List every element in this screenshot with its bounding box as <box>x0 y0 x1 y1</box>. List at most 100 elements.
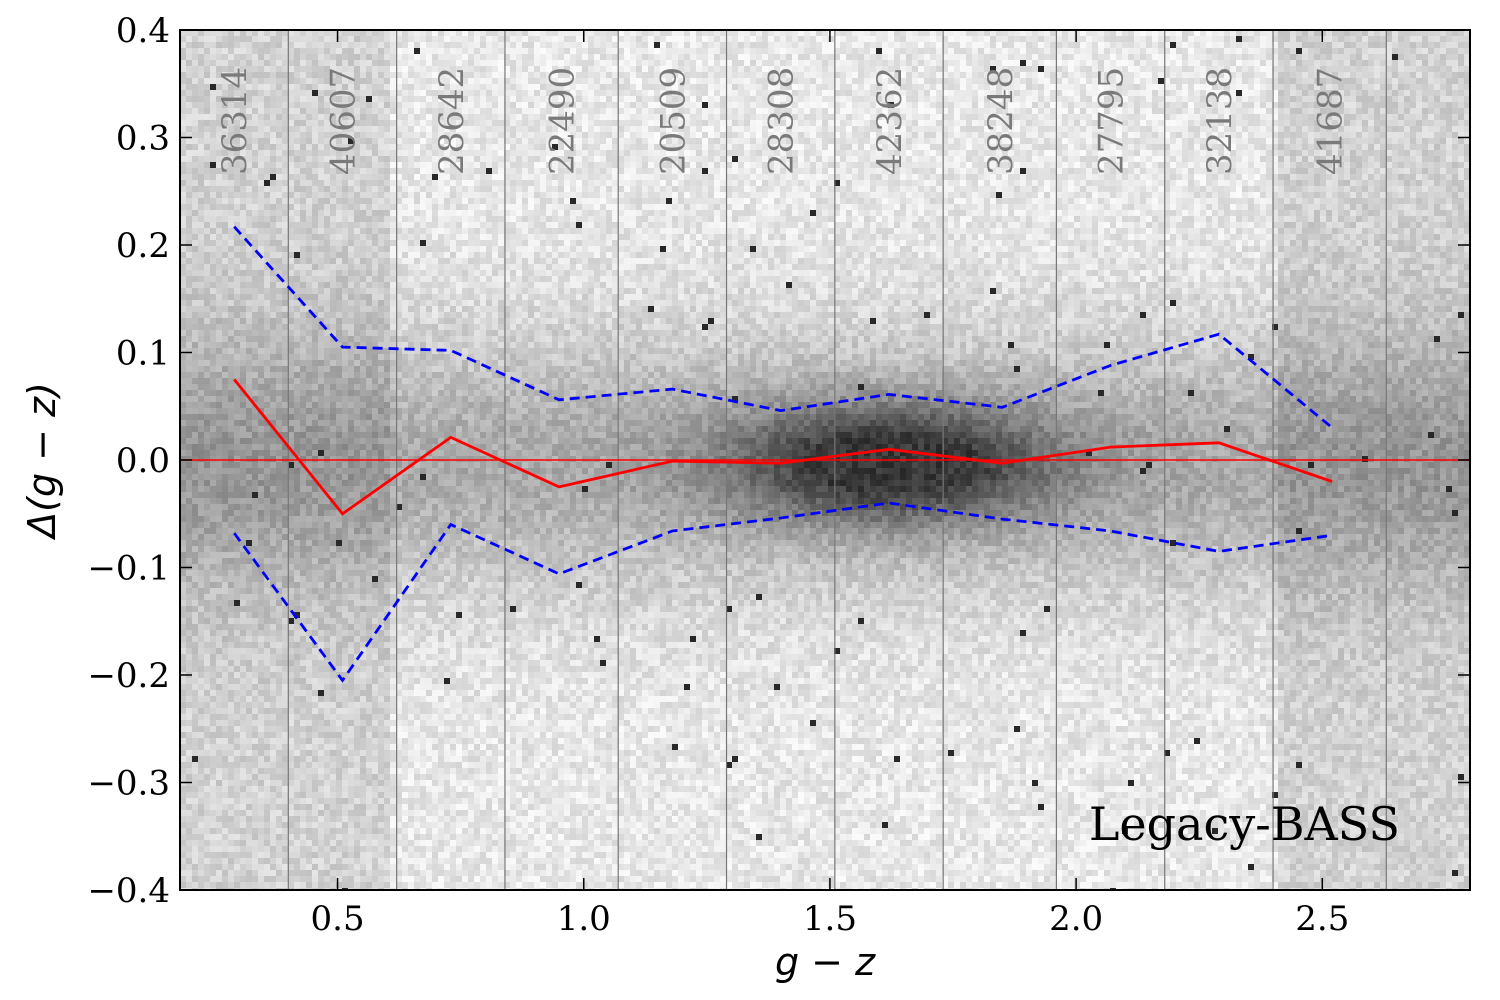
density-cell <box>462 54 468 60</box>
density-cell <box>1236 54 1242 60</box>
density-cell <box>294 120 300 126</box>
density-cell <box>198 138 204 144</box>
density-cell <box>1434 150 1440 156</box>
density-cell <box>276 138 282 144</box>
density-cell <box>1050 144 1056 150</box>
density-cell <box>918 78 924 84</box>
density-cell <box>1188 102 1194 108</box>
density-cell <box>1422 138 1428 144</box>
density-cell <box>714 72 720 78</box>
density-cell <box>264 138 270 144</box>
density-cell <box>300 42 306 48</box>
density-cell <box>1356 102 1362 108</box>
density-cell <box>552 36 558 42</box>
density-cell <box>684 42 690 48</box>
density-cell <box>1368 36 1374 42</box>
density-cell <box>480 60 486 66</box>
density-cell <box>270 120 276 126</box>
density-cell <box>1158 66 1164 72</box>
density-cell <box>642 102 648 108</box>
density-cell <box>1368 84 1374 90</box>
density-cell <box>744 102 750 108</box>
density-cell <box>1152 66 1158 72</box>
density-cell <box>1254 138 1260 144</box>
density-cell <box>1134 54 1140 60</box>
density-cell <box>912 132 918 138</box>
density-cell <box>186 144 192 150</box>
density-cell <box>258 108 264 114</box>
density-cell <box>1302 72 1308 78</box>
density-cell <box>630 84 636 90</box>
density-cell <box>624 108 630 114</box>
density-cell <box>1410 132 1416 138</box>
density-cell <box>630 156 636 162</box>
density-cell <box>840 144 846 150</box>
density-cell <box>1140 126 1146 132</box>
density-cell <box>1326 42 1332 48</box>
density-cell <box>630 36 636 42</box>
density-cell <box>624 42 630 48</box>
density-cell <box>462 42 468 48</box>
density-cell <box>528 96 534 102</box>
density-cell <box>930 48 936 54</box>
density-cell <box>606 126 612 132</box>
density-cell <box>306 66 312 72</box>
density-cell <box>738 48 744 54</box>
density-cell <box>1326 54 1332 60</box>
density-cell <box>732 48 738 54</box>
density-cell <box>630 78 636 84</box>
density-cell <box>402 120 408 126</box>
density-cell <box>510 54 516 60</box>
density-cell <box>258 72 264 78</box>
density-cell <box>732 54 738 60</box>
density-cell <box>1032 60 1038 66</box>
density-cell <box>216 42 222 48</box>
density-cell <box>1452 54 1458 60</box>
density-cell <box>1128 42 1134 48</box>
density-cell <box>186 66 192 72</box>
density-cell <box>1170 42 1176 48</box>
density-cell <box>336 42 342 48</box>
density-cell <box>306 168 312 174</box>
density-cell <box>918 150 924 156</box>
density-cell <box>1044 96 1050 102</box>
density-cell <box>1422 144 1428 150</box>
density-cell <box>810 54 816 60</box>
density-cell <box>606 66 612 72</box>
density-cell <box>1416 96 1422 102</box>
density-cell <box>204 84 210 90</box>
density-cell <box>1122 54 1128 60</box>
density-cell <box>582 108 588 114</box>
density-cell <box>348 54 354 60</box>
density-cell <box>732 108 738 114</box>
density-cell <box>264 72 270 78</box>
density-cell <box>714 78 720 84</box>
density-cell <box>516 162 522 168</box>
density-cell <box>1368 138 1374 144</box>
density-cell <box>270 60 276 66</box>
density-cell <box>1254 72 1260 78</box>
density-cell <box>720 132 726 138</box>
density-cell <box>720 108 726 114</box>
density-cell <box>306 102 312 108</box>
density-cell <box>570 60 576 66</box>
density-cell <box>894 42 900 48</box>
density-cell <box>732 60 738 66</box>
density-cell <box>480 36 486 42</box>
density-cell <box>198 120 204 126</box>
density-cell <box>828 96 834 102</box>
density-cell <box>300 96 306 102</box>
density-cell <box>600 72 606 78</box>
density-cell <box>1188 90 1194 96</box>
density-cell <box>534 150 540 156</box>
density-cell <box>486 36 492 42</box>
density-cell <box>906 48 912 54</box>
density-cell <box>1176 96 1182 102</box>
density-cell <box>954 150 960 156</box>
density-cell <box>522 36 528 42</box>
density-cell <box>498 84 504 90</box>
density-cell <box>636 108 642 114</box>
density-cell <box>1032 96 1038 102</box>
density-cell <box>936 162 942 168</box>
density-cell <box>960 156 966 162</box>
